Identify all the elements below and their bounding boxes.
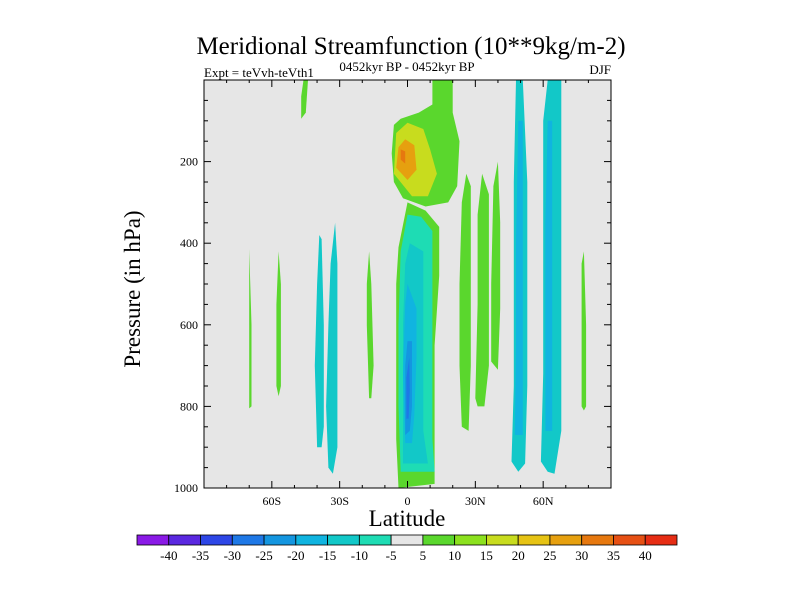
colorbar-label-12: 25 [543, 548, 556, 563]
y-tick-label-1: 400 [180, 236, 198, 250]
y-tick-label-0: 200 [180, 155, 198, 169]
colorbar-label-7: -5 [386, 548, 397, 563]
colorbar-swatch-6 [327, 534, 360, 546]
colorbar-label-15: 40 [639, 548, 652, 563]
y-tick-label-4: 1000 [174, 481, 198, 495]
colorbar-swatch-1 [168, 534, 201, 546]
contour-region-14 [514, 120, 523, 436]
experiment-label: Expt = teVvh-teVth1 [204, 65, 314, 80]
contour-region-16 [545, 120, 553, 431]
period-label: 0452kyr BP - 0452kyr BP [339, 59, 474, 74]
colorbar: -40 -35 -30 -25 -20 -15 -10 -5 5 10 15 20 25 30 35 40 [136, 534, 678, 563]
colorbar-swatch-0 [136, 534, 170, 546]
season-label: DJF [589, 62, 611, 77]
colorbar-swatch-9 [422, 534, 456, 546]
colorbar-label-9: 10 [448, 548, 461, 563]
contour-region-11 [475, 173, 489, 407]
colorbar-swatch-13 [549, 534, 583, 546]
x-tick-label-2: 0 [405, 494, 411, 508]
colorbar-label-6: -10 [351, 548, 368, 563]
colorbar-swatch-14 [581, 534, 614, 546]
contour-region-20 [249, 249, 252, 409]
contour-fills [249, 80, 587, 488]
contour-region-17 [314, 235, 324, 448]
colorbar-swatch-8 [390, 534, 424, 546]
x-axis-label: Latitude [369, 506, 446, 531]
colorbar-swatch-11 [486, 534, 519, 546]
colorbar-swatch-10 [454, 534, 487, 546]
colorbar-swatch-7 [358, 534, 392, 546]
colorbar-swatch-3 [231, 534, 265, 546]
colorbar-swatch-2 [200, 534, 233, 546]
colorbar-label-0: -40 [160, 548, 177, 563]
colorbar-swatch-5 [295, 534, 328, 546]
colorbar-label-4: -20 [287, 548, 304, 563]
colorbar-swatch-15 [613, 534, 646, 546]
colorbar-label-2: -30 [224, 548, 241, 563]
x-tick-label-1: 30S [330, 494, 349, 508]
colorbar-label-3: -25 [255, 548, 272, 563]
colorbar-label-10: 15 [480, 548, 493, 563]
x-tick-label-4: 60N [533, 494, 554, 508]
colorbar-label-1: -35 [192, 548, 209, 563]
contour-region-9 [400, 149, 406, 164]
contour-region-21 [366, 251, 374, 399]
y-tick-label-2: 600 [180, 318, 198, 332]
axis-ticks: 60S 30S 0 30N 60N 200 400 600 800 1000 [174, 80, 611, 508]
colorbar-label-14: 35 [607, 548, 620, 563]
contour-region-18 [326, 222, 338, 474]
contour-region-8 [396, 139, 417, 180]
colorbar-label-11: 20 [512, 548, 525, 563]
contour-region-22 [301, 80, 308, 119]
colorbar-label-13: 30 [575, 548, 588, 563]
y-tick-label-3: 800 [180, 399, 198, 413]
contour-region-10 [459, 173, 471, 431]
contour-region-5 [406, 357, 410, 419]
colorbar-label-5: -15 [319, 548, 336, 563]
x-tick-label-3: 30N [465, 494, 486, 508]
chart-title: Meridional Streamfunction (10**9kg/m-2) [196, 33, 625, 60]
plot-area: 60S 30S 0 30N 60N 200 400 600 800 1000 [174, 79, 612, 508]
contour-region-12 [491, 161, 501, 370]
colorbar-label-8: 5 [420, 548, 427, 563]
y-axis-label: Pressure (in hPa) [120, 210, 145, 367]
contour-region-19 [276, 251, 281, 397]
x-tick-label-0: 60S [262, 494, 281, 508]
colorbar-swatch-16 [644, 534, 678, 546]
colorbar-swatch-4 [263, 534, 297, 546]
colorbar-swatch-12 [517, 534, 551, 546]
contour-region-23 [581, 251, 587, 411]
